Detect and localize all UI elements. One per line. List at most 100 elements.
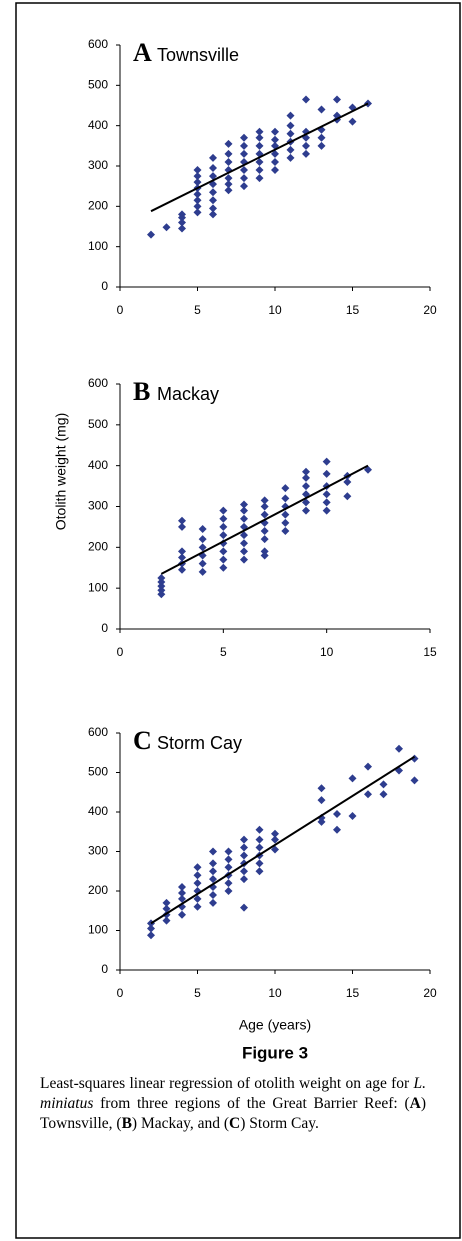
data-point (255, 133, 264, 142)
data-point (364, 790, 372, 799)
x-tick-label: 0 (117, 645, 124, 659)
x-tick-label: 5 (194, 986, 201, 1000)
x-axis-label: Age (years) (239, 1017, 311, 1033)
data-point (302, 95, 310, 104)
data-point (281, 494, 290, 503)
data-point (178, 883, 186, 892)
data-point (209, 847, 217, 856)
caption: Least-squares linear regression of otoli… (40, 1074, 426, 1134)
data-point (193, 166, 202, 175)
data-point (198, 559, 207, 568)
data-point (162, 916, 171, 925)
data-point (322, 457, 331, 466)
data-point (193, 178, 202, 187)
x-tick-label: 15 (346, 986, 360, 1000)
data-point (209, 172, 217, 181)
data-point (240, 843, 248, 852)
data-point (224, 186, 233, 195)
y-tick-label: 100 (88, 239, 108, 253)
y-tick-label: 300 (88, 844, 108, 858)
data-point (255, 843, 264, 852)
data-point (322, 498, 331, 507)
data-point (281, 518, 290, 527)
data-point (322, 506, 331, 515)
data-point (224, 879, 233, 888)
data-point (240, 182, 248, 191)
x-tick-label: 0 (117, 303, 124, 317)
data-point (240, 174, 248, 183)
data-point (240, 166, 248, 175)
data-point (395, 744, 403, 753)
data-point (260, 535, 269, 544)
data-point (302, 498, 310, 507)
data-point (255, 166, 264, 175)
data-point (219, 506, 228, 515)
data-point (209, 204, 217, 213)
data-point (271, 166, 279, 175)
panel-label: B (133, 377, 150, 406)
data-point (302, 506, 310, 515)
data-point (302, 141, 310, 150)
data-point (198, 524, 207, 533)
data-point (260, 502, 269, 511)
y-tick-label: 100 (88, 923, 108, 937)
data-point (317, 796, 326, 805)
data-point (198, 535, 207, 544)
panel-title: Townsville (157, 45, 239, 65)
data-point (255, 127, 264, 136)
data-point (219, 563, 228, 572)
data-point (271, 157, 279, 166)
data-point (240, 133, 248, 142)
data-point (364, 762, 372, 771)
data-point (281, 484, 290, 493)
caption-run: ) Mackay, and ( (131, 1115, 230, 1132)
y-tick-label: 300 (88, 499, 108, 513)
data-point (317, 133, 326, 142)
data-point (240, 531, 248, 540)
data-point (178, 516, 186, 525)
data-point (348, 117, 357, 126)
data-point (348, 811, 357, 820)
caption-run: from three regions of the Great Barrier … (93, 1095, 410, 1112)
data-point (224, 157, 233, 166)
data-point (240, 903, 248, 912)
y-tick-label: 0 (101, 279, 108, 293)
data-point (178, 522, 186, 531)
data-point (410, 754, 419, 763)
caption-run: C (229, 1115, 241, 1132)
data-point (224, 863, 233, 872)
panel-title: Mackay (157, 384, 219, 404)
data-point (224, 855, 233, 864)
data-point (193, 208, 202, 217)
data-point (193, 894, 202, 903)
data-point (162, 904, 171, 913)
data-point (333, 825, 341, 834)
data-point (333, 809, 341, 818)
y-tick-label: 300 (88, 158, 108, 172)
data-point (193, 196, 202, 205)
data-point (281, 527, 290, 535)
data-point (260, 527, 269, 535)
x-tick-label: 10 (268, 303, 282, 317)
data-point (219, 531, 228, 540)
data-point (333, 95, 341, 104)
frame (15, 2, 461, 1239)
caption-run: A (409, 1095, 421, 1112)
data-point (209, 164, 217, 173)
data-point (224, 180, 233, 189)
data-point (209, 867, 217, 876)
caption-run: L. miniatus (40, 1075, 426, 1112)
data-point (255, 174, 264, 183)
x-tick-label: 10 (268, 986, 282, 1000)
data-point (209, 898, 217, 907)
y-tick-label: 600 (88, 376, 108, 390)
y-tick-label: 0 (101, 962, 108, 976)
data-point (157, 573, 166, 582)
data-point (193, 172, 202, 181)
data-point (240, 500, 248, 509)
data-point (322, 469, 331, 478)
data-point (271, 829, 279, 838)
caption-run: Least-squares linear regression of otoli… (40, 1075, 414, 1092)
